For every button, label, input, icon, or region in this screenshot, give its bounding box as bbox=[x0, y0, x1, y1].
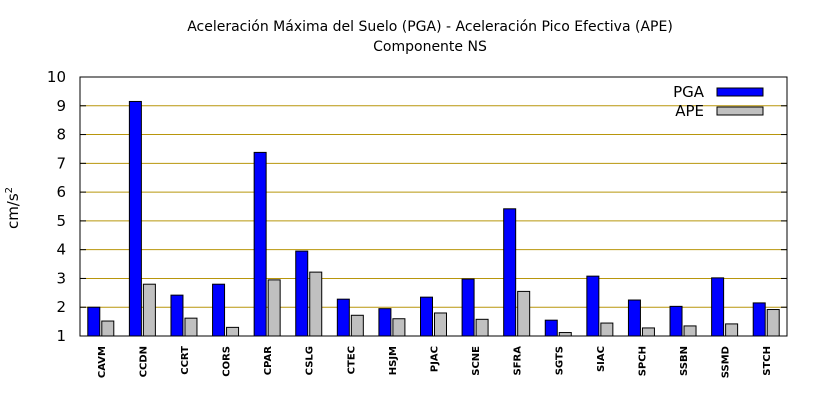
bar-ape-stch bbox=[766, 309, 780, 337]
axes: 1 2 3 4 5 6 7 8 9 10 CAVM CCDN CCRT CORS CPAR CSLG CTEC H… bbox=[47, 68, 788, 378]
bar-ape-cslg bbox=[309, 271, 323, 337]
y-axis-label: cm/s2 bbox=[4, 187, 22, 229]
bar-pga-scne bbox=[461, 278, 475, 337]
bar-pga-sgts bbox=[544, 319, 558, 337]
bar-pga-ctec bbox=[336, 298, 350, 337]
x-tick-label: CORS bbox=[222, 346, 233, 377]
x-tick-label: CCDN bbox=[138, 346, 149, 377]
x-tick-label: SCNE bbox=[471, 346, 482, 376]
bar-ape-sfra bbox=[517, 290, 531, 337]
y-tick-label: 7 bbox=[56, 154, 66, 172]
x-tick-label: CSLG bbox=[305, 346, 316, 375]
legend-swatch-pga bbox=[716, 87, 764, 97]
chart-subtitle: Componente NS bbox=[373, 39, 487, 55]
bar-ape-spch bbox=[641, 327, 655, 337]
x-tick-label: CCRT bbox=[180, 346, 191, 375]
bar-ape-cpar bbox=[267, 279, 281, 337]
y-tick-label: 5 bbox=[56, 212, 66, 230]
bar-pga-ssbn bbox=[669, 305, 683, 337]
bar-ape-ccdn bbox=[142, 283, 156, 337]
x-tick-label: STCH bbox=[762, 346, 773, 376]
bar-pga-siac bbox=[586, 275, 600, 337]
bar-pga-cslg bbox=[295, 250, 309, 337]
x-tick-label: SPCH bbox=[637, 346, 648, 376]
x-tick-label: CAVM bbox=[97, 346, 108, 378]
bar-pga-cpar bbox=[253, 151, 267, 337]
bar-pga-cavm bbox=[87, 306, 101, 337]
bar-pga-hsjm bbox=[378, 308, 392, 337]
y-tick-label: 9 bbox=[56, 97, 66, 115]
legend-label-pga: PGA bbox=[673, 83, 705, 101]
bar-ape-scne bbox=[475, 318, 489, 337]
bar-pga-stch bbox=[752, 302, 766, 337]
legend-label-ape: APE bbox=[675, 102, 704, 120]
y-tick-label: 6 bbox=[56, 183, 66, 201]
x-tick-label: SSBN bbox=[679, 346, 690, 376]
bar-ape-hsjm bbox=[392, 318, 406, 337]
y-axis-label-exponent: 2 bbox=[4, 187, 15, 193]
bar-ape-ssmd bbox=[725, 323, 739, 337]
bar-pga-ccdn bbox=[128, 100, 142, 337]
bar-ape-ccrt bbox=[184, 317, 198, 337]
x-tick-label: PJAC bbox=[430, 346, 441, 372]
bar-pga-ssmd bbox=[711, 277, 725, 337]
bar-ape-sgts bbox=[558, 332, 572, 337]
y-tick-label: 1 bbox=[56, 327, 66, 345]
bar-pga-spch bbox=[627, 299, 641, 337]
x-tick-label: CTEC bbox=[346, 346, 357, 374]
x-tick-label: CPAR bbox=[263, 346, 274, 375]
grid-lines bbox=[80, 105, 787, 308]
y-tick-label: 3 bbox=[56, 269, 66, 287]
y-axis-label-unit: cm/s bbox=[4, 193, 22, 229]
chart-title: Aceleración Máxima del Suelo (PGA) - Ace… bbox=[187, 19, 673, 35]
y-tick-label: 4 bbox=[56, 241, 66, 259]
plot-border bbox=[79, 76, 788, 337]
x-tick-label: HSJM bbox=[388, 346, 399, 375]
bar-ape-ssbn bbox=[683, 325, 697, 337]
bar-ape-ctec bbox=[350, 314, 364, 337]
bars bbox=[87, 100, 780, 337]
bar-ape-cavm bbox=[101, 320, 115, 337]
bar-pga-sfra bbox=[503, 208, 517, 337]
y-tick-label: 2 bbox=[56, 298, 66, 316]
bar-ape-pjac bbox=[434, 312, 447, 337]
y-tick-label: 10 bbox=[47, 68, 66, 86]
y-tick-label: 8 bbox=[56, 126, 66, 144]
bar-pga-ccrt bbox=[170, 294, 184, 337]
x-tick-label: SGTS bbox=[554, 346, 565, 375]
x-tick-label: SFRA bbox=[513, 346, 524, 376]
x-tick-label: SSMD bbox=[721, 346, 732, 378]
bar-pga-pjac bbox=[420, 296, 433, 337]
bar-ape-siac bbox=[600, 322, 614, 337]
bar-pga-cors bbox=[212, 283, 226, 337]
x-tick-label: SIAC bbox=[596, 346, 607, 372]
legend-swatch-ape bbox=[716, 106, 764, 116]
bar-ape-cors bbox=[226, 326, 240, 337]
